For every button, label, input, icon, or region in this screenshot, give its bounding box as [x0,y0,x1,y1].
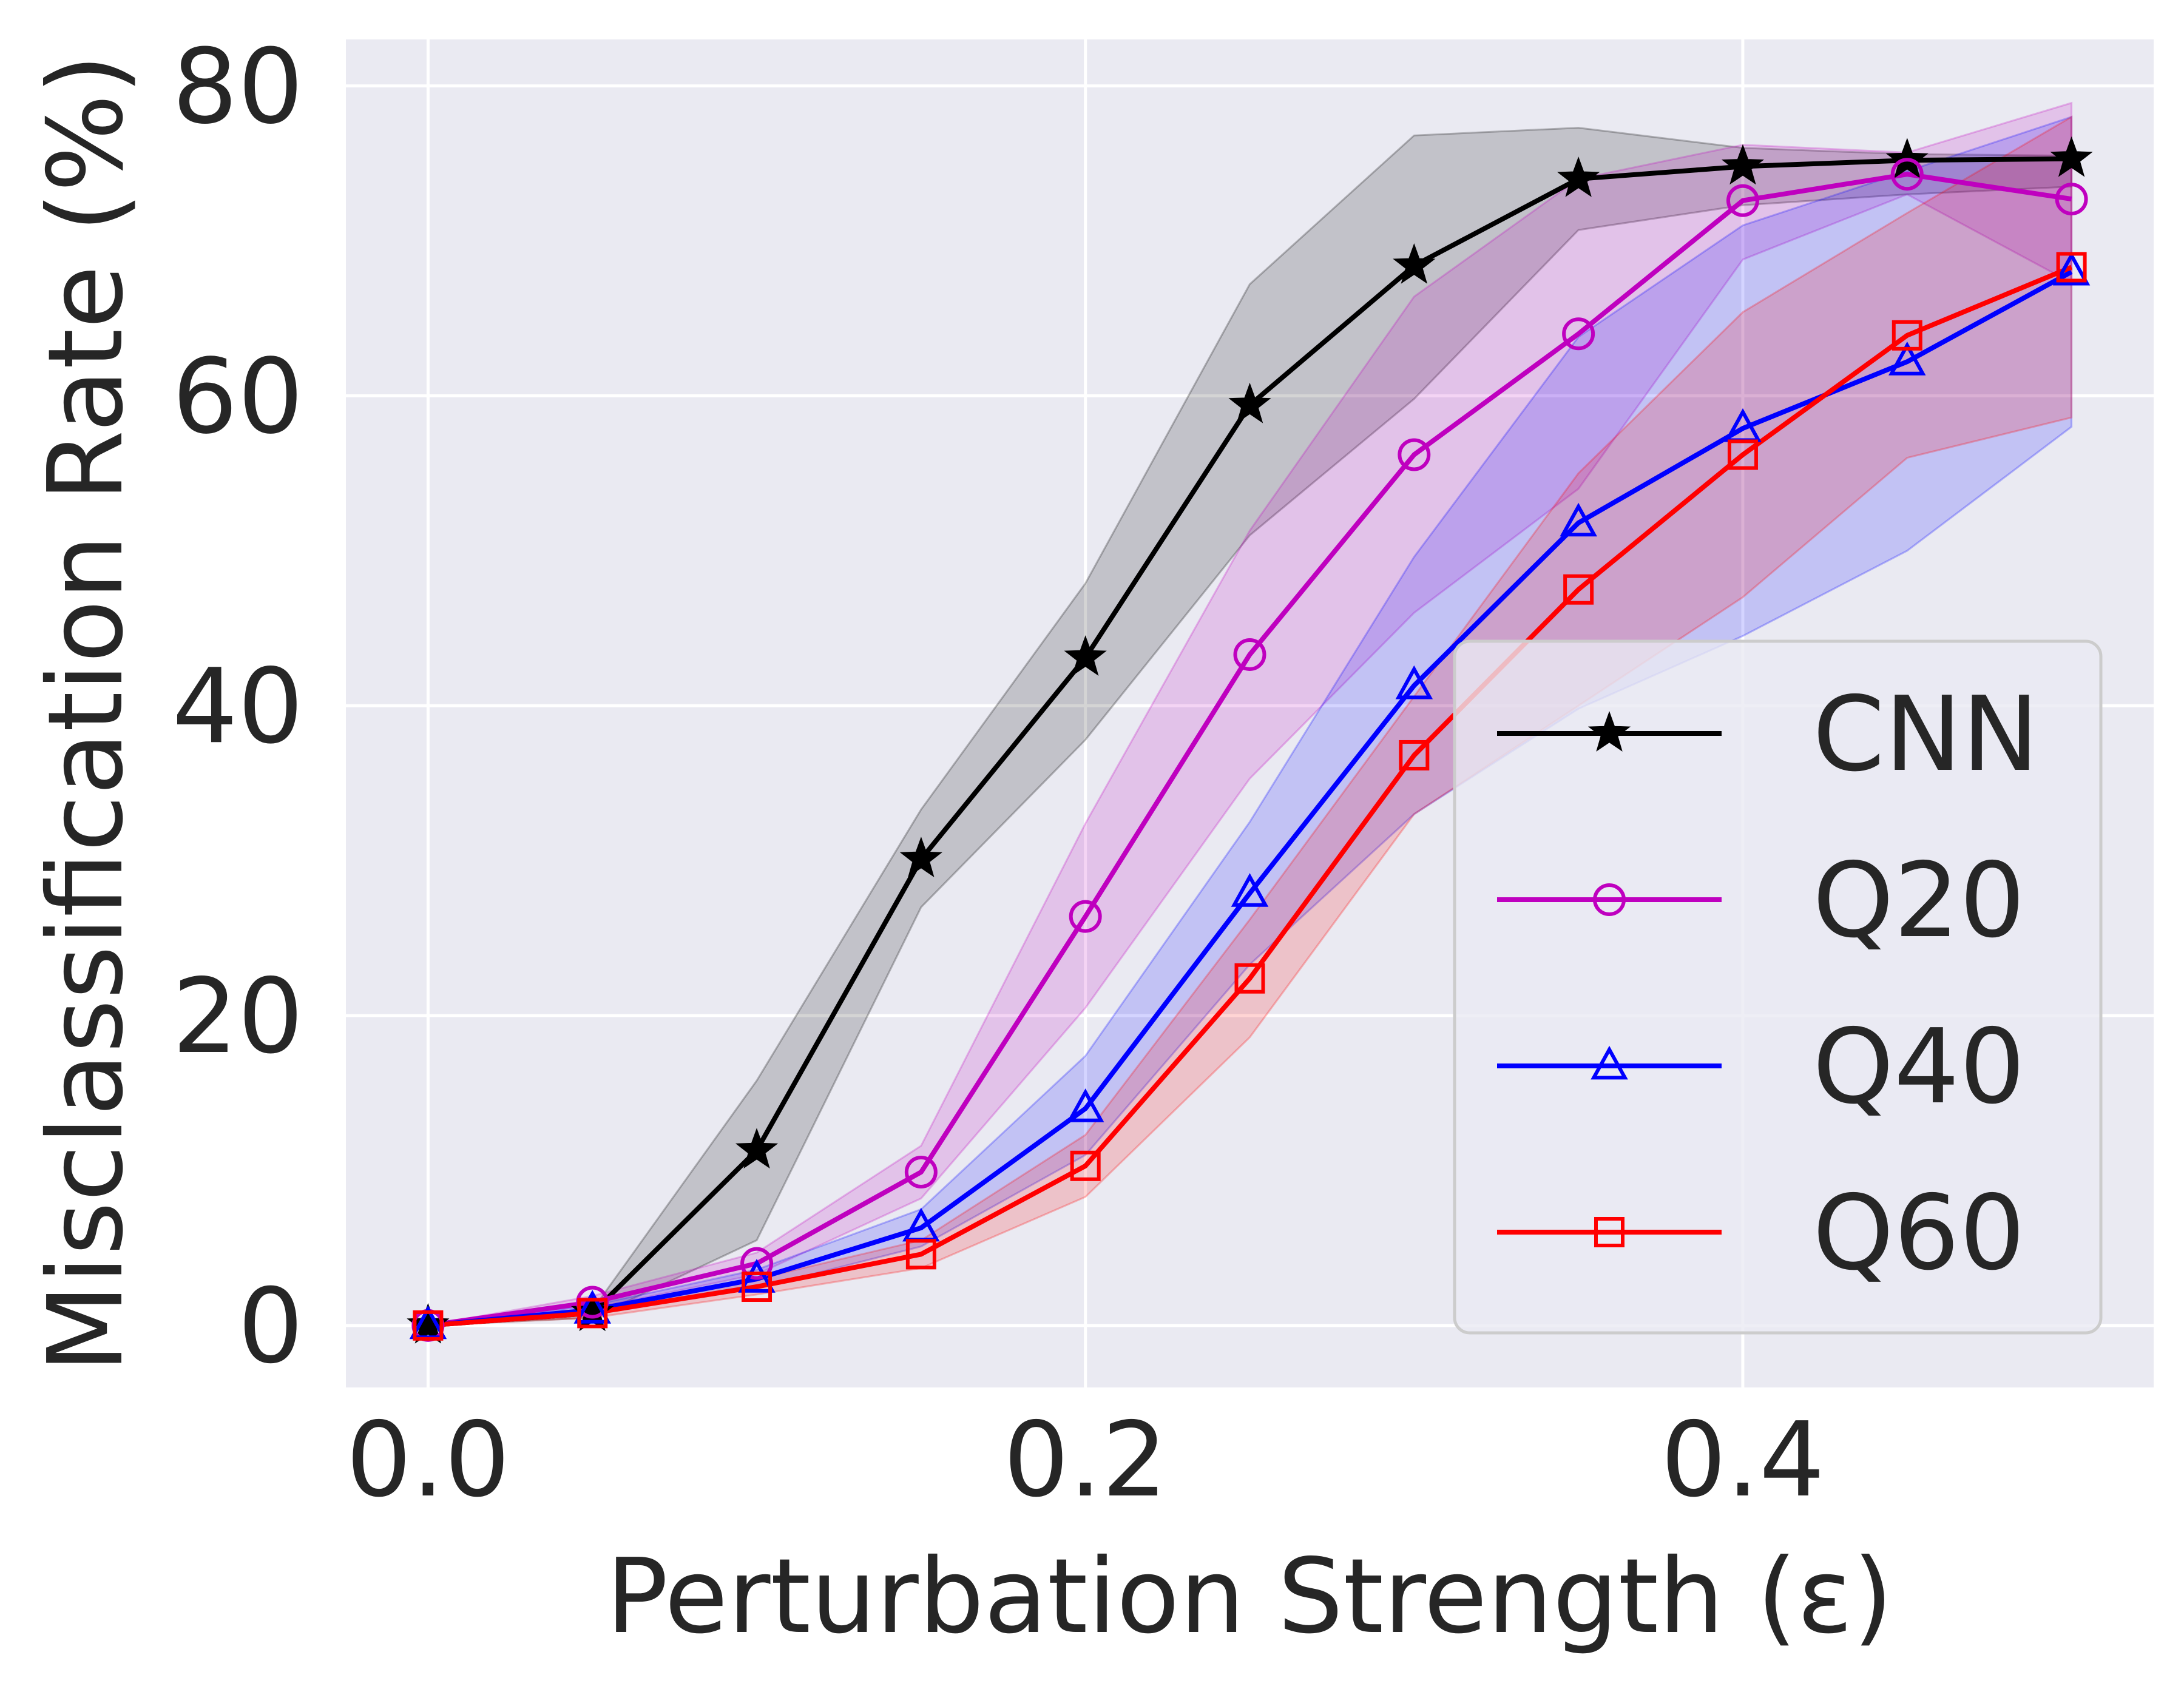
point-q40 [1395,665,1433,699]
point-q20 [1069,900,1102,933]
x-axis-title: Perturbation Strength (ε) [606,1537,1893,1657]
x-tick-label: 0.2 [1004,1400,1168,1520]
line-q60 [428,265,2073,1328]
point-cnn [1721,144,1765,185]
point-q60 [577,1298,608,1329]
point-q20 [1233,638,1266,671]
point-q20 [1890,158,1924,191]
legend-label-cnn: CNN [1813,675,2039,795]
point-q20 [1398,438,1431,471]
point-q20 [1562,317,1595,351]
legend-item-cnn: CNN [1497,675,2039,795]
point-q60 [1399,740,1430,770]
x-tick-label: 0.0 [346,1400,510,1520]
legend-item-q40: Q40 [1497,1007,2025,1127]
y-tick-label: 60 [172,337,303,457]
point-cnn [2050,136,2093,177]
point-q40 [1066,1088,1104,1122]
point-q20 [2055,183,2088,216]
x-tick-label: 0.4 [1661,1400,1825,1520]
point-cnn [735,1128,779,1169]
legend-label-q60: Q60 [1813,1173,2025,1293]
legend-label-q20: Q20 [1813,841,2025,961]
point-q60 [1563,574,1594,605]
point-q40 [738,1258,776,1293]
series-markers [407,136,2093,1344]
y-tick-label: 20 [172,957,303,1077]
point-q60 [2056,252,2087,283]
y-axis-title: Misclassification Rate (%) [26,54,146,1373]
point-q40 [1888,341,1926,376]
legend-label-q40: Q40 [1813,1007,2025,1127]
band-cnn [428,127,2073,1327]
point-cnn [1228,382,1271,423]
point-q60 [905,1239,936,1270]
point-q40 [1560,502,1597,537]
legend-marker-q20 [1593,883,1626,916]
y-tick-label: 40 [172,647,303,767]
point-q20 [1726,184,1759,217]
confidence-bands [428,101,2073,1327]
point-q60 [1727,439,1758,470]
x-tick-labels: 0.0 0.2 0.4 [346,1400,1825,1520]
legend-marker-q40 [1591,1045,1628,1080]
point-q40 [573,1290,611,1324]
point-q60 [413,1310,444,1341]
y-tick-labels: 0 20 40 60 80 [172,27,303,1387]
legend-frame [1453,639,2103,1335]
band-q20 [428,101,2073,1327]
y-tick-label: 0 [238,1267,303,1387]
legend-item-q20: Q20 [1497,841,2025,961]
point-q60 [742,1271,773,1302]
point-cnn [1064,635,1107,676]
point-q40 [2052,251,2091,286]
point-cnn [1393,243,1436,284]
point-q60 [1234,963,1265,994]
legend-marker-cnn [1587,711,1631,752]
point-q20 [904,1155,938,1188]
line-q20 [427,172,2072,1328]
point-q60 [1070,1150,1101,1181]
point-q40 [1231,873,1269,907]
point-cnn [899,837,942,877]
legend-item-q60: Q60 [1497,1173,2025,1293]
line-q40 [428,269,2073,1328]
point-q20 [740,1247,774,1280]
point-q60 [1892,320,1922,351]
legend-marker-q60 [1594,1217,1624,1247]
y-tick-label: 80 [172,27,303,147]
point-cnn [1557,156,1600,197]
legend: CNN Q20 Q40 Q60 [1453,639,2103,1335]
